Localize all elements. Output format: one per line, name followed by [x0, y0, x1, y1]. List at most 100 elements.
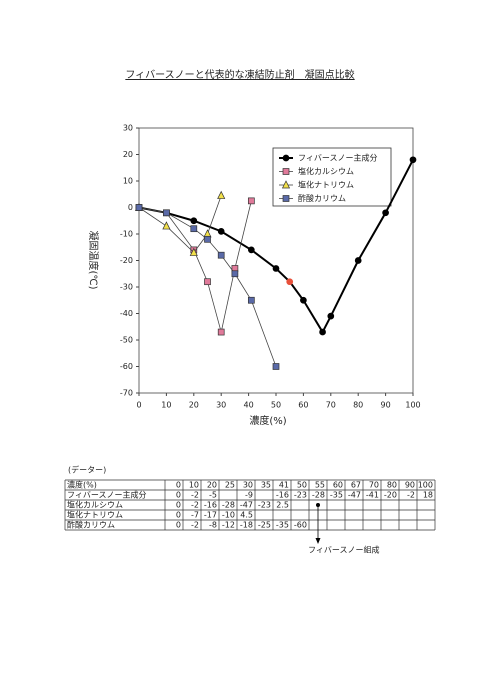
data-point [409, 156, 417, 164]
data-point [162, 221, 171, 230]
annotation: フィバースノー組成 [308, 545, 379, 555]
table-caption: (データー) [68, 465, 106, 475]
data-point [272, 363, 280, 370]
row-label: フィバースノー主成分 [67, 490, 146, 500]
x-tick-label: 0 [136, 401, 141, 410]
table-cell: -8 [209, 521, 217, 530]
x-tick-label: 60 [298, 401, 308, 410]
table-cell: 0 [176, 521, 181, 530]
x-tick-label: 100 [405, 401, 420, 410]
table-cell: 80 [387, 481, 397, 490]
table-cell: -60 [294, 521, 307, 530]
legend-label: 塩化カルシウム [298, 166, 354, 176]
table-cell: 10 [189, 481, 199, 490]
table-header: 濃度(%) [67, 480, 97, 490]
y-tick-label: 30 [123, 124, 133, 133]
chart-title: フィバースノーと代表的な凍結防止剤 凝固点比較 [125, 68, 354, 81]
data-point [319, 328, 326, 336]
legend-marker [282, 168, 290, 175]
table-cell: -7 [191, 511, 199, 520]
data-point [217, 228, 225, 235]
table-cell: -28 [312, 491, 325, 500]
table-cell: -12 [222, 521, 235, 530]
table-cell: 90 [405, 481, 415, 490]
table-cell: -9 [245, 491, 253, 500]
data-point [217, 251, 225, 259]
data-point [272, 265, 280, 272]
table-cell: -23 [258, 501, 271, 510]
data-point [163, 209, 170, 217]
data-point [217, 328, 225, 336]
x-tick-label: 30 [216, 401, 226, 410]
data-point [300, 296, 307, 304]
y-tick-label: -30 [120, 283, 133, 292]
table-cell: -35 [330, 491, 343, 500]
x-tick-label: 70 [326, 401, 336, 410]
table-cell: -35 [276, 521, 289, 530]
x-tick-label: 10 [161, 401, 171, 410]
y-tick-label: -70 [120, 389, 133, 398]
data-point [217, 190, 226, 199]
table-cell: 2.5 [276, 501, 289, 510]
table-cell: -16 [204, 501, 217, 510]
x-tick-label: 90 [381, 401, 391, 410]
table-cell: 60 [333, 481, 343, 490]
table-cell: -2 [191, 491, 199, 500]
table-cell: 0 [176, 481, 181, 490]
table-cell: 0 [176, 501, 181, 510]
table-cell: 0 [176, 511, 181, 520]
table-cell: -41 [366, 491, 379, 500]
data-point [203, 229, 212, 238]
table-cell: 25 [225, 481, 235, 490]
y-tick-label: -10 [120, 230, 133, 239]
row-label: 酢酸カリウム [67, 520, 115, 530]
table-cell: 67 [351, 481, 361, 490]
legend-marker [282, 154, 290, 162]
table-cell: -17 [204, 511, 217, 520]
data-point [204, 278, 211, 286]
y-axis-label: 凝固温度(℃) [87, 230, 100, 289]
table-cell: -2 [191, 501, 199, 510]
data-point [247, 296, 255, 304]
x-tick-label: 50 [271, 401, 281, 410]
data-point [231, 270, 239, 278]
legend-marker [282, 195, 290, 202]
x-tick-label: 40 [244, 401, 254, 410]
table-cell: -2 [407, 491, 415, 500]
data-point [327, 312, 335, 320]
table-cell: -23 [294, 491, 307, 500]
table-cell: 35 [261, 481, 271, 490]
table-cell: 50 [297, 481, 307, 490]
legend-marker [281, 180, 291, 189]
series-line [138, 207, 277, 367]
data-point [135, 204, 143, 211]
table-cell: -18 [240, 521, 253, 530]
y-tick-label: 0 [128, 203, 133, 212]
table-cell: 100 [418, 481, 433, 490]
table-cell: -25 [258, 521, 271, 530]
data-point [286, 278, 294, 286]
data-point [354, 257, 362, 264]
table-cell: -5 [209, 491, 217, 500]
data-point [382, 209, 389, 217]
legend-label: 塩化ナトリウム [298, 180, 354, 190]
data-point [190, 225, 198, 233]
x-tick-label: 80 [353, 401, 363, 410]
y-tick-label: -50 [120, 336, 133, 345]
table-cell: 30 [243, 481, 253, 490]
legend-label: フィバースノー主成分 [298, 153, 377, 163]
table-cell: 70 [369, 481, 379, 490]
data-point [189, 247, 198, 256]
data-point [247, 246, 255, 254]
table-cell: 41 [279, 481, 289, 490]
x-tick-label: 20 [189, 401, 199, 410]
table-cell: 0 [176, 491, 181, 500]
table-cell: -47 [348, 491, 361, 500]
y-tick-label: -40 [120, 309, 133, 318]
table-cell: -16 [276, 491, 289, 500]
table-cell: -47 [240, 501, 253, 510]
table-cell: 20 [207, 481, 217, 490]
annotation-arrowhead [315, 538, 321, 544]
table-cell: 18 [423, 491, 433, 500]
y-tick-label: -60 [120, 362, 133, 371]
